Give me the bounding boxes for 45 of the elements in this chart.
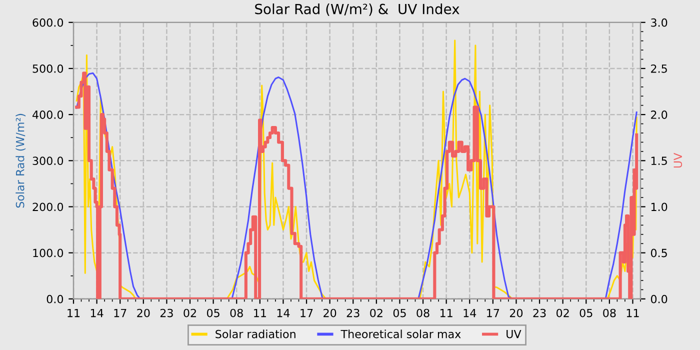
x-tick-label: 23 (160, 308, 173, 318)
chart-title: Solar Rad (W/m²) & UV Index (255, 4, 460, 16)
legend-label: Solar radiation (216, 330, 296, 338)
x-tick-label: 17 (114, 308, 126, 318)
x-tick-label: 11 (626, 308, 639, 318)
x-tick-label: 08 (416, 308, 430, 318)
y2-tick-label: 2.5 (651, 64, 667, 73)
x-tick-label: 02 (370, 308, 382, 318)
y2-tick-label: 0.5 (650, 248, 667, 258)
x-tick-label: 08 (230, 308, 243, 318)
y2-tick-label: 1.5 (651, 156, 667, 166)
x-tick-label: 17 (487, 308, 500, 318)
x-tick-label: 17 (300, 308, 313, 318)
y-tick-label: 0.0 (46, 294, 64, 304)
x-tick-label: 23 (533, 308, 546, 318)
x-tick-label: 14 (464, 308, 476, 318)
y2-tick-label: 2.0 (651, 110, 668, 119)
y2-tick-label: 0.0 (650, 294, 668, 304)
x-tick-label: 02 (556, 308, 569, 318)
x-tick-label: 05 (393, 308, 406, 318)
y-tick-label: 600.0 (32, 18, 64, 27)
x-tick-label: 02 (184, 308, 196, 318)
x-tick-label: 20 (137, 308, 150, 318)
x-tick-label: 05 (580, 308, 592, 318)
x-tick-label: 11 (68, 308, 80, 318)
x-tick-label: 11 (254, 308, 266, 318)
legend-label: Theoretical solar max (340, 330, 461, 338)
y2-tick-label: 3.0 (651, 18, 668, 27)
x-tick-label: 05 (206, 308, 220, 318)
x-tick-label: 08 (603, 308, 616, 318)
y2-tick-label: 1.0 (651, 202, 668, 212)
x-tick-label: 14 (90, 308, 104, 318)
x-tick-label: 11 (440, 308, 452, 318)
y-tick-label: 200.0 (32, 202, 64, 212)
y-tick-label: 500.0 (32, 64, 64, 73)
legend-label: UV (506, 330, 522, 338)
y-tick-label: 300.0 (32, 156, 64, 166)
y-axis-title: Solar Rad (W/m²) (16, 114, 26, 208)
y-tick-label: 100.0 (33, 248, 64, 258)
y2-axis-title: UV (674, 152, 682, 168)
y-tick-label: 400.0 (32, 110, 64, 119)
x-tick-label: 23 (346, 308, 360, 318)
x-tick-label: 20 (510, 308, 523, 318)
x-tick-label: 20 (324, 308, 336, 318)
x-tick-label: 14 (277, 308, 290, 318)
